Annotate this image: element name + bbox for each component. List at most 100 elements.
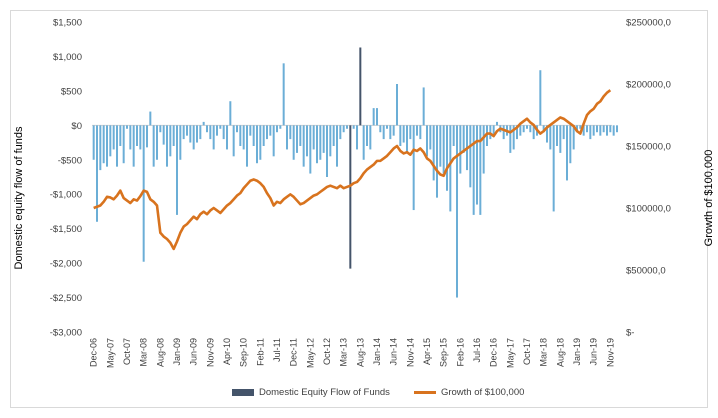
x-tick-label: Jun-09 (189, 338, 199, 366)
flow-bar (416, 125, 418, 136)
flow-bar (332, 125, 335, 146)
flow-bar (592, 125, 595, 136)
left-tick-label: $1,500 (53, 18, 82, 29)
flow-bar (522, 125, 525, 133)
flow-bar (209, 125, 212, 140)
flow-bar (352, 125, 355, 129)
flow-bar (519, 125, 522, 136)
flow-bar (532, 125, 535, 140)
flow-bar (469, 125, 472, 188)
flow-bar (556, 125, 558, 146)
flow-bar (156, 125, 158, 160)
left-tick-label: $0 (71, 121, 82, 132)
flow-bar (132, 125, 135, 167)
legend: Domestic Equity Flow of Funds Growth of … (232, 385, 548, 399)
flow-bar (402, 125, 405, 143)
flow-bar (609, 125, 612, 133)
flow-bar (369, 125, 372, 150)
flow-bar (169, 125, 172, 157)
flow-bar (449, 125, 452, 212)
flow-bar (392, 125, 395, 136)
x-tick-label: Aug-13 (355, 338, 365, 367)
right-axis-label: Growth of $100,000 (703, 149, 715, 247)
flow-bar (542, 125, 545, 133)
flow-bar (236, 125, 238, 133)
left-tick-label: -$500 (58, 155, 82, 166)
x-tick-label: Dec-06 (89, 338, 99, 367)
flow-bar (359, 47, 362, 126)
left-axis-ticks: $1,500 $1,000 $500 $0 -$500 -$1,000 -$1,500 -$2… (50, 18, 82, 339)
x-tick-label: Nov-19 (605, 338, 615, 367)
flow-bar (472, 125, 475, 215)
flow-bar (112, 125, 115, 150)
flow-bar (289, 125, 292, 140)
flow-bar (399, 125, 402, 146)
flow-bar (479, 125, 482, 215)
flow-bar (246, 125, 248, 167)
flow-bar (302, 125, 305, 167)
flow-bar (509, 125, 512, 153)
flow-bar (189, 125, 192, 143)
flow-bar (539, 70, 542, 126)
flow-bar (202, 121, 205, 126)
flow-bar (382, 125, 385, 140)
flow-bar (222, 125, 225, 140)
flow-bar (616, 125, 618, 133)
flow-bar (92, 125, 95, 160)
line-series (93, 89, 612, 251)
flow-bar (199, 125, 202, 140)
flow-bar (186, 125, 188, 136)
legend-swatch-line (413, 390, 436, 394)
flow-bar (376, 108, 378, 126)
x-tick-label: Oct-12 (322, 338, 332, 365)
flow-bar (319, 125, 322, 160)
flow-bar (276, 125, 278, 133)
flow-bar (146, 125, 148, 148)
x-tick-label: Jun-14 (389, 338, 399, 366)
flow-bar (312, 125, 315, 150)
flow-bar (412, 125, 415, 211)
flow-bar (576, 125, 578, 133)
flow-bar (442, 125, 445, 174)
x-tick-label: Nov-09 (205, 338, 215, 367)
flow-bar (529, 125, 532, 133)
flow-bar (346, 125, 348, 129)
flow-bar (99, 125, 102, 171)
flow-bar (389, 125, 392, 140)
flow-bar (219, 125, 222, 129)
flow-bar (232, 125, 235, 157)
flow-bar (149, 111, 152, 126)
flow-bar (426, 125, 428, 157)
legend-label-growth: Growth of $100,000 (440, 386, 525, 398)
legend-swatch-bar (232, 388, 254, 396)
flow-bar (446, 125, 448, 191)
x-axis-ticks: Dec-06 May-07 Oct-07 Mar-08 Aug-08 Jan-09 Jun-… (89, 338, 616, 368)
chart-frame (10, 10, 708, 408)
flow-bar (96, 125, 98, 222)
left-tick-label: -$3,000 (50, 328, 82, 339)
flow-bar (462, 125, 465, 153)
flow-bar (602, 125, 605, 133)
flow-bar (322, 125, 325, 153)
x-tick-label: Mar-13 (339, 338, 349, 367)
flow-bar (366, 125, 368, 146)
right-tick-label: $250000,0 (626, 18, 671, 29)
flow-bar (372, 108, 375, 126)
flow-bar (282, 63, 285, 126)
flow-bar (122, 125, 125, 164)
right-tick-label: $150000,0 (626, 142, 671, 153)
flow-bar (119, 125, 122, 146)
flow-bar (242, 125, 245, 150)
flow-bar (419, 125, 422, 140)
flow-bar (152, 125, 155, 167)
flow-bar (546, 125, 548, 143)
x-tick-label: Feb-16 (455, 338, 465, 367)
flow-bar (486, 125, 488, 146)
flow-bar (379, 125, 382, 133)
flow-bar (166, 125, 168, 167)
flow-bar (279, 125, 282, 129)
flow-bar (309, 125, 312, 174)
left-tick-label: -$1,000 (50, 190, 82, 201)
right-tick-label: $200000,0 (626, 80, 671, 91)
